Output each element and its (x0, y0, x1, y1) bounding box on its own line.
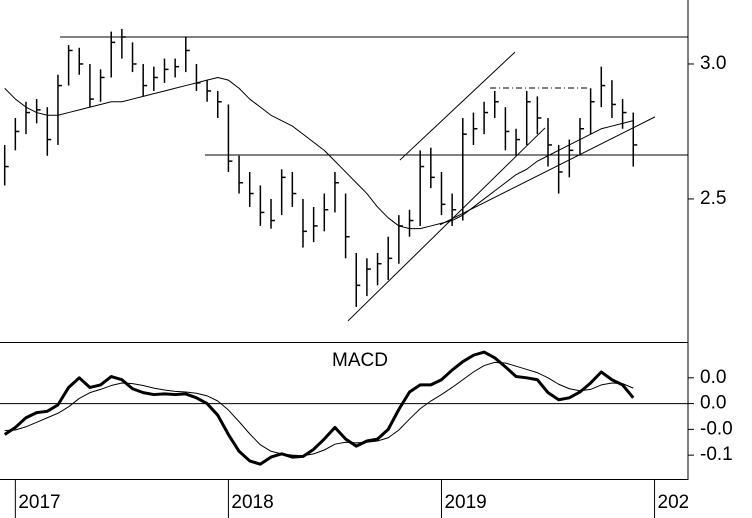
plot-area: MACD 2017 2018 2019 2020 (0, 28, 700, 518)
ohlc-bar (35, 99, 41, 124)
ohlc-bar (142, 63, 148, 97)
ohlc-bar (185, 36, 190, 73)
ohlc-bar (632, 112, 638, 167)
moving-average (4, 76, 634, 230)
ohlc-bar (57, 74, 62, 145)
y-tick-label: -0.1 (700, 444, 733, 465)
ohlc-bar (3, 144, 9, 186)
ohlc-bar (600, 66, 606, 108)
ohlc-bar (611, 80, 616, 118)
ohlc-bar (270, 198, 276, 229)
ohlc-bar (89, 63, 94, 108)
ohlc-bar (504, 107, 510, 151)
ohlc-bar (206, 80, 212, 102)
ohlc-bar (334, 171, 339, 213)
y-tick-label: 3.0 (700, 53, 726, 74)
ohlc-bar (366, 258, 371, 297)
ohlc-bar (280, 169, 286, 216)
ohlc-bar (472, 112, 478, 145)
ohlc-bar (568, 139, 574, 178)
ohlc-bar (110, 31, 116, 78)
ohlc-bar (376, 252, 382, 286)
ohlc-bar (248, 171, 254, 208)
ohlc-bar (462, 117, 467, 221)
ohlc-bar (153, 66, 158, 91)
ohlc-bar (67, 45, 73, 86)
ohlc-bar (579, 117, 584, 156)
ohlc-bar (525, 90, 531, 145)
x-tick-label: 2017 (18, 492, 60, 513)
ohlc-bar (217, 90, 222, 118)
trend-line (399, 51, 516, 161)
ohlc-bar (227, 104, 233, 172)
ohlc-bar (408, 209, 414, 237)
ohlc-bar (259, 185, 265, 226)
ohlc-bar (440, 171, 446, 216)
macd-line (4, 361, 634, 457)
axes: 2.5 3.0 0.0 0.0 -0.0 -0.1 (688, 53, 733, 465)
ohlc-bar (163, 58, 169, 83)
trend-line (347, 127, 546, 322)
ohlc-bar (589, 88, 595, 135)
ohlc-bar (419, 150, 425, 226)
ohlc-bar (493, 90, 499, 118)
macd-line (3, 350, 635, 466)
ohlc-bar (323, 193, 329, 232)
ohlc-bar (121, 28, 126, 59)
ohlc-bar (302, 198, 307, 248)
ohlc-bar (483, 101, 489, 135)
ohlc-bar (131, 42, 137, 73)
ohlc-bar (174, 58, 180, 78)
ohlc-bar (14, 117, 20, 151)
ohlc-bar (536, 96, 542, 135)
panel-title: MACD (332, 350, 388, 371)
y-tick-label: 0.0 (700, 367, 726, 388)
ohlc-bar (387, 236, 393, 280)
trend-line (439, 116, 656, 226)
ohlc-bar (291, 171, 297, 208)
x-tick-label: 2019 (444, 492, 486, 513)
y-tick-label: -0.0 (700, 418, 733, 439)
ohlc-bar (238, 155, 244, 194)
ohlc-bar (557, 144, 563, 194)
ohlc-bar (344, 193, 350, 259)
y-tick-label: 2.5 (700, 188, 726, 209)
ohlc-bar (355, 252, 361, 307)
x-tick-label: 2020 (658, 492, 700, 513)
y-tick-label: 0.0 (700, 393, 726, 414)
ohlc-bar (547, 117, 553, 167)
ohlc-bar (515, 128, 521, 156)
ohlc-bar (430, 147, 435, 189)
ohlc-bar (312, 207, 318, 243)
ohlc-bar (99, 69, 105, 102)
x-tick-label: 2018 (231, 492, 273, 513)
ohlc-bar (78, 47, 84, 75)
